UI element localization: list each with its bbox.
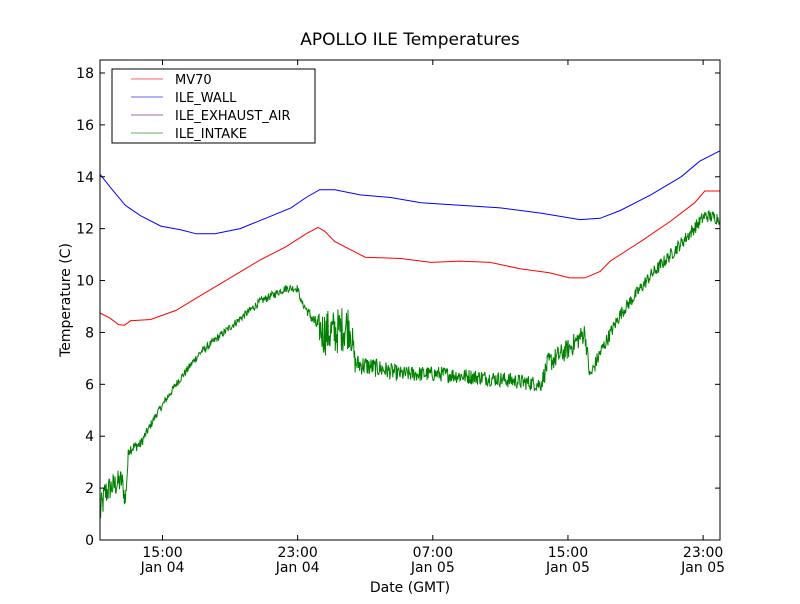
y-tick-label: 16 <box>76 118 94 134</box>
x-tick-date-label: Jan 05 <box>545 560 590 576</box>
y-tick-label: 2 <box>85 481 94 497</box>
legend: MV70 ILE_WALL ILE_EXHAUST_AIR ILE_INTAKE <box>111 68 316 144</box>
x-tick-date-label: Jan 04 <box>140 560 185 576</box>
y-tick-label: 4 <box>85 429 94 445</box>
y-tick-label: 0 <box>85 533 94 549</box>
plot-frame <box>99 59 721 541</box>
y-tick-label: 12 <box>76 222 94 238</box>
legend-label: MV70 <box>175 73 212 88</box>
y-tick-label: 14 <box>76 170 94 186</box>
series-line-ile-wall <box>99 150 721 235</box>
x-tick-date-label: Jan 05 <box>680 560 725 576</box>
x-tick-date-label: Jan 05 <box>410 560 455 576</box>
x-tick-time-label: 23:00 <box>277 545 317 561</box>
legend-label: ILE_INTAKE <box>175 127 247 142</box>
y-axis-label: Temperature (C) <box>58 243 74 358</box>
legend-label: ILE_WALL <box>175 91 237 106</box>
x-tick-date-label: Jan 04 <box>275 560 320 576</box>
legend-box <box>111 68 316 144</box>
x-tick-time-label: 07:00 <box>413 545 453 561</box>
y-tick-label: 18 <box>76 66 94 82</box>
y-tick-label: 10 <box>76 274 94 290</box>
x-axis-label: Date (GMT) <box>370 580 450 596</box>
chart-title: APOLLO ILE Temperatures <box>300 30 520 50</box>
series-line-ile-intake <box>99 209 721 519</box>
series-layer <box>99 150 721 519</box>
series-line-mv70 <box>99 190 720 326</box>
x-tick-time-label: 23:00 <box>683 545 723 561</box>
y-tick-label: 8 <box>85 325 94 341</box>
x-tick-time-label: 15:00 <box>142 545 182 561</box>
legend-label: ILE_EXHAUST_AIR <box>175 109 291 124</box>
x-tick-time-label: 15:00 <box>548 545 588 561</box>
y-tick-label: 6 <box>85 377 94 393</box>
